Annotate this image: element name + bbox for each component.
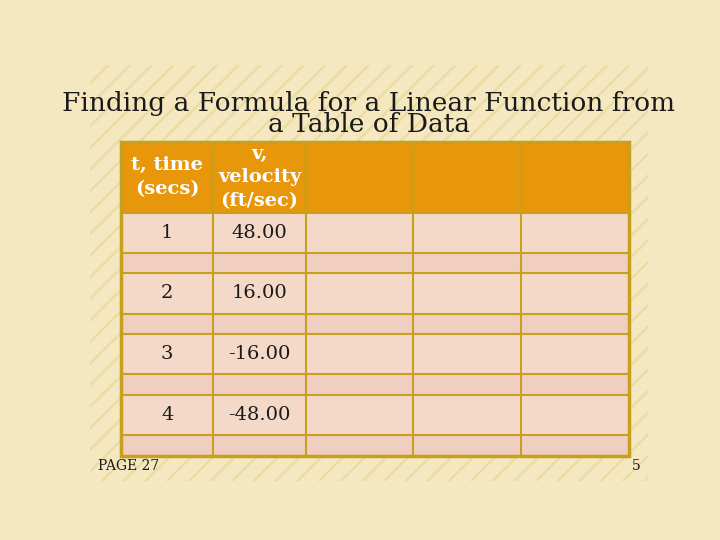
Text: t, time
(secs): t, time (secs) (131, 157, 203, 198)
Text: Finding a Formula for a Linear Function from: Finding a Formula for a Linear Function … (63, 91, 675, 116)
Text: v,
velocity
(ft/sec): v, velocity (ft/sec) (218, 145, 301, 210)
Bar (121, 213, 629, 253)
Text: 16.00: 16.00 (232, 285, 287, 302)
Text: 48.00: 48.00 (232, 224, 287, 242)
Text: a Table of Data: a Table of Data (268, 112, 470, 137)
Text: 2: 2 (161, 285, 174, 302)
Bar (121, 273, 629, 314)
Text: 4: 4 (161, 406, 174, 424)
Text: -48.00: -48.00 (228, 406, 291, 424)
Bar (121, 334, 629, 374)
Bar (121, 253, 629, 273)
Bar (121, 395, 629, 435)
Bar (121, 435, 629, 456)
Text: -16.00: -16.00 (228, 345, 291, 363)
Bar (121, 374, 629, 395)
Bar (121, 142, 629, 213)
Text: 3: 3 (161, 345, 174, 363)
Text: 5: 5 (631, 459, 640, 473)
Bar (121, 142, 629, 456)
Bar (121, 314, 629, 334)
Text: PAGE 27: PAGE 27 (98, 459, 159, 473)
Text: 1: 1 (161, 224, 174, 242)
